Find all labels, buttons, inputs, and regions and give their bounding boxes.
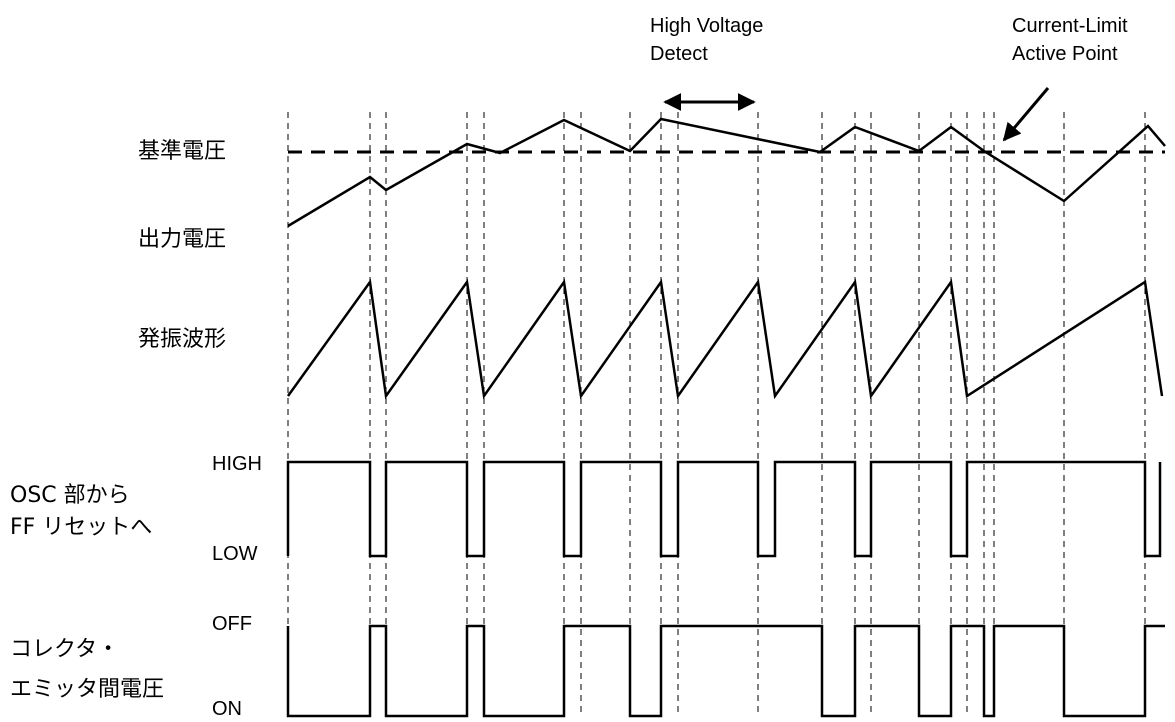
oscillation-waveform-label: 発振波形 (138, 327, 227, 352)
level-on-label: ON (212, 698, 242, 720)
high-voltage-detect-label-line2: Detect (650, 43, 708, 65)
reference-voltage-label: 基準電圧 (138, 139, 227, 164)
level-off-label: OFF (212, 613, 252, 635)
oscillation-sawtooth-waveform (286, 278, 1164, 400)
current-limit-label-line1: Current-Limit (1012, 15, 1128, 37)
timing-guide-lines (287, 112, 1146, 716)
output-voltage-label: 出力電圧 (138, 227, 227, 252)
current-limit-pointer-arrow (1002, 87, 1050, 142)
output-voltage-waveform (287, 117, 1166, 228)
collector-emitter-voltage-waveform (286, 624, 1165, 718)
osc-to-ff-label-line1: OSC 部から (10, 483, 130, 508)
osc-to-ff-label-line2: FF リセットへ (10, 515, 153, 540)
collector-emitter-label-line1: コレクタ・ (10, 637, 120, 662)
osc-reset-pulse-waveform (286, 460, 1162, 558)
current-limit-label-line2: Active Point (1012, 43, 1118, 65)
level-low-label: LOW (212, 543, 258, 565)
level-high-label: HIGH (212, 453, 262, 475)
high-voltage-detect-label-line1: High Voltage (650, 15, 764, 37)
collector-emitter-label-line2: エミッタ間電圧 (10, 677, 165, 702)
